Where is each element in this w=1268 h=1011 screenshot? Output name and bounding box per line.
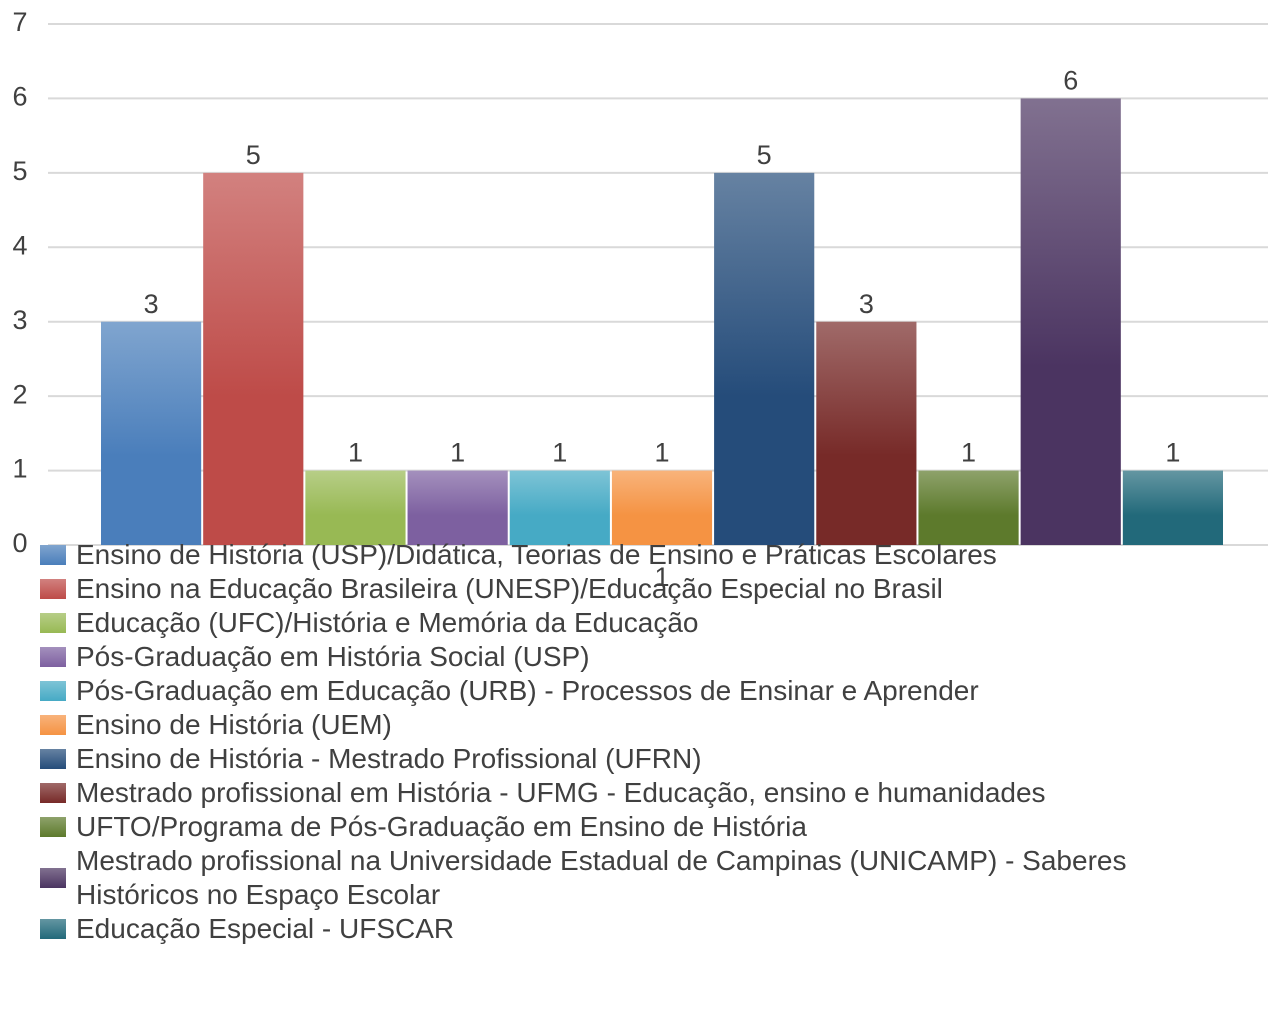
legend-swatch: [40, 817, 66, 837]
bar: [101, 321, 202, 545]
legend-label: UFTO/Programa de Pós-Graduação em Ensino…: [76, 811, 807, 842]
legend-label: Educação Especial - UFSCAR: [76, 913, 455, 944]
legend-item: Educação (UFC)/História e Memória da Edu…: [40, 606, 1200, 640]
data-label: 1: [348, 438, 363, 468]
data-label: 3: [859, 289, 874, 319]
legend-swatch: [40, 919, 66, 939]
y-tick-label: 4: [12, 230, 27, 260]
y-tick-label: 6: [12, 82, 27, 112]
legend-item: Ensino de História - Mestrado Profission…: [40, 742, 1200, 776]
legend-label: Educação (UFC)/História e Memória da Edu…: [76, 607, 699, 638]
legend-label: Ensino de História (USP)/Didática, Teori…: [76, 539, 997, 570]
legend-swatch: [40, 613, 66, 633]
y-tick-label: 7: [12, 7, 27, 37]
data-label: 1: [552, 438, 567, 468]
legend-label: Ensino de História - Mestrado Profission…: [76, 743, 702, 774]
legend-item: Ensino de História (UEM): [40, 708, 1200, 742]
bar: [305, 470, 406, 545]
legend-swatch: [40, 647, 66, 667]
legend-item: Educação Especial - UFSCAR: [40, 912, 1200, 946]
data-label: 5: [757, 140, 772, 170]
legend-item: Pós-Graduação em Educação (URB) - Proces…: [40, 674, 1200, 708]
data-label: 3: [144, 289, 159, 319]
legend-item: UFTO/Programa de Pós-Graduação em Ensino…: [40, 810, 1200, 844]
legend: Ensino de História (USP)/Didática, Teori…: [40, 538, 1200, 946]
legend-swatch: [40, 579, 66, 599]
bar: [1020, 98, 1121, 545]
y-tick-label: 3: [12, 305, 27, 335]
legend-swatch: [40, 868, 66, 888]
legend-label: Mestrado profissional em História - UFMG…: [76, 777, 1046, 808]
legend-label: Ensino de História (UEM): [76, 709, 392, 740]
legend-swatch: [40, 715, 66, 735]
legend-label: Mestrado profissional na Universidade Es…: [76, 845, 1127, 910]
data-label: 1: [654, 438, 669, 468]
legend-label: Ensino na Educação Brasileira (UNESP)/Ed…: [76, 573, 943, 604]
y-tick-label: 5: [12, 156, 27, 186]
bar: [509, 470, 610, 545]
legend-item: Pós-Graduação em História Social (USP): [40, 640, 1200, 674]
data-label: 5: [246, 140, 261, 170]
legend-swatch: [40, 681, 66, 701]
data-label: 6: [1063, 66, 1078, 96]
data-label: 1: [1165, 438, 1180, 468]
bar: [816, 321, 917, 545]
x-tick-label: 1: [654, 562, 669, 592]
y-tick-label: 2: [12, 379, 27, 409]
bar: [918, 470, 1019, 545]
legend-item: Ensino na Educação Brasileira (UNESP)/Ed…: [40, 572, 1200, 606]
legend-item: Ensino de História (USP)/Didática, Teori…: [40, 538, 1200, 572]
legend-item: Mestrado profissional em História - UFMG…: [40, 776, 1200, 810]
legend-label: Pós-Graduação em História Social (USP): [76, 641, 590, 672]
legend-item: Mestrado profissional na Universidade Es…: [40, 844, 1200, 912]
bar: [1122, 470, 1223, 545]
legend-swatch: [40, 749, 66, 769]
bar: [407, 470, 508, 545]
legend-swatch: [40, 545, 66, 565]
legend-label: Pós-Graduação em Educação (URB) - Proces…: [76, 675, 979, 706]
bar: [714, 172, 815, 545]
data-label: 1: [961, 438, 976, 468]
y-tick-label: 0: [12, 528, 27, 558]
legend-swatch: [40, 783, 66, 803]
bar: [203, 172, 304, 545]
y-tick-label: 1: [12, 454, 27, 484]
bar: [611, 470, 713, 545]
data-label: 1: [450, 438, 465, 468]
